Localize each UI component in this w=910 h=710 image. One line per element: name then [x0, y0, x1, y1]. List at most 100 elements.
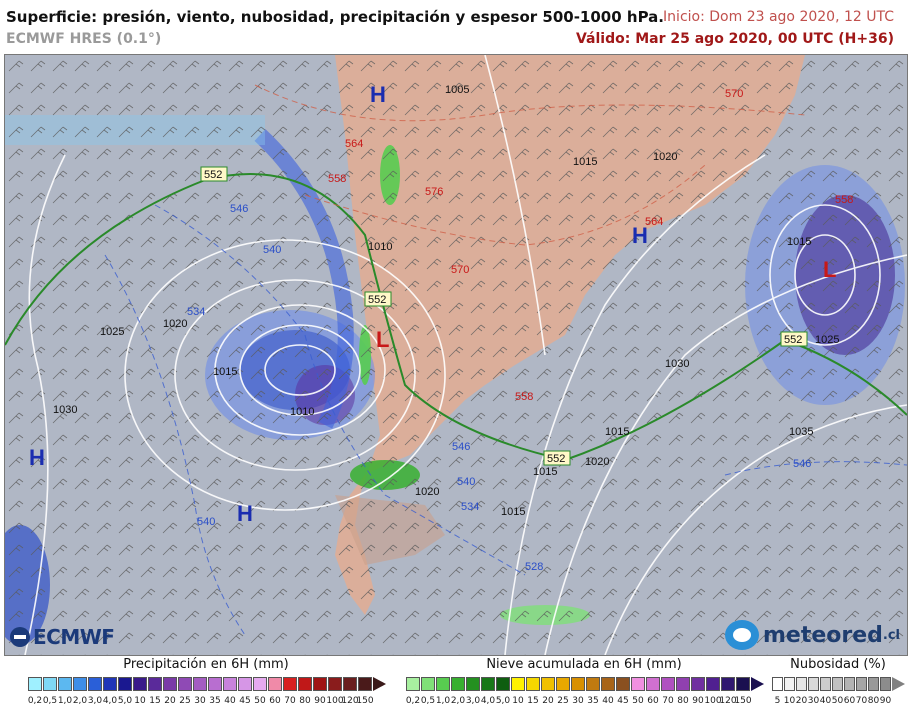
snow-swatch: [526, 677, 540, 691]
precip-scale-label: 35: [209, 696, 221, 706]
precip-swatch: [298, 677, 312, 691]
precip-scale-label: 3,0: [87, 696, 103, 706]
isobar-label: 1015: [501, 506, 525, 518]
cloud-scale-label: 90: [879, 696, 892, 706]
thickness-label: 534: [461, 501, 479, 513]
precip-swatch: [28, 677, 42, 691]
snow-scale-label: 40: [602, 696, 614, 706]
isobar-label: 1015: [213, 366, 237, 378]
precip-scale-label: 150: [356, 696, 374, 706]
precip-scale-label: 25: [179, 696, 191, 706]
cloud-swatch: [820, 677, 831, 691]
snow-swatch: [511, 677, 525, 691]
snow-swatch: [571, 677, 585, 691]
cloud-scale-label: 20: [795, 696, 808, 706]
cloud-scale-label: 5: [774, 696, 781, 706]
snow-swatch: [691, 677, 705, 691]
snow-scale-label: 150: [734, 696, 752, 706]
precip-swatch: [223, 677, 237, 691]
isobar-label: 1020: [585, 456, 609, 468]
thickness-label: 546: [452, 441, 470, 453]
precip-scale-label: 2,0: [72, 696, 88, 706]
precip-scale-label: 70: [284, 696, 296, 706]
precip-swatch: [268, 677, 282, 691]
snow-swatch: [496, 677, 510, 691]
thickness-label: 540: [197, 516, 215, 528]
cloud-scale-label: 60: [843, 696, 856, 706]
high-center-label: H: [632, 223, 648, 248]
precip-scale-label: 20: [164, 696, 176, 706]
thickness-label: 540: [263, 244, 281, 256]
precip-swatch: [238, 677, 252, 691]
isobar-label: 1030: [53, 404, 77, 416]
isobar-label: 1025: [815, 334, 839, 346]
snow-swatch: [541, 677, 555, 691]
precip-scale-label: 30: [194, 696, 206, 706]
precip-swatch: [148, 677, 162, 691]
thickness-label: 558: [515, 391, 533, 403]
cloud-swatch: [832, 677, 843, 691]
precip-scale-label: 100: [326, 696, 344, 706]
cloud-swatch: [796, 677, 807, 691]
thickness-label: 558: [835, 194, 853, 206]
cloud-scale-label: 10: [783, 696, 796, 706]
cloud-swatch: [772, 677, 783, 691]
isobar-label: 1020: [163, 318, 187, 330]
snow-legend-title: Nieve acumulada en 6H (mm): [486, 657, 682, 672]
precip-scale-label: 0,5: [42, 696, 58, 706]
snow-scale-label: 5,0: [495, 696, 511, 706]
precip-color-scale: [28, 677, 386, 691]
map-title: Superficie: presión, viento, nubosidad, …: [6, 8, 664, 26]
isobar-label: 1005: [445, 84, 469, 96]
snow-swatch: [556, 677, 570, 691]
snow-scale-label: 50: [632, 696, 644, 706]
snow-swatch: [616, 677, 630, 691]
high-center-label: H: [237, 501, 253, 526]
thickness-label: 576: [425, 186, 443, 198]
cloud-legend-title: Nubosidad (%): [790, 657, 886, 672]
cloud-color-scale: [772, 677, 905, 691]
cloud-swatch: [868, 677, 879, 691]
precip-scale-label: 120: [341, 696, 359, 706]
isobar-label: 1015: [533, 466, 557, 478]
isobar-label: 1015: [605, 426, 629, 438]
thickness-label: 540: [457, 476, 475, 488]
precip-swatch: [358, 677, 372, 691]
snow-scale-label: 10: [512, 696, 524, 706]
meteored-cloud-icon: [724, 620, 759, 650]
wind-barbs: [5, 55, 907, 655]
thickness-552-label: 552: [368, 294, 386, 306]
snow-swatch: [661, 677, 675, 691]
snow-scale-label: 60: [647, 696, 659, 706]
snow-scale-label: 35: [587, 696, 599, 706]
snow-swatch: [631, 677, 645, 691]
snow-scale-label: 45: [617, 696, 629, 706]
low-center-label: L: [376, 327, 389, 352]
precip-scale-label: 90: [314, 696, 326, 706]
precip-scale-labels: 0,2 0,5 1,0 2,0 3,0 4,0 5,0 10 15 20 25 30 35 40 45 50 6…: [28, 696, 384, 708]
thickness-label: 546: [230, 203, 248, 215]
cloud-scale-label: 50: [831, 696, 844, 706]
cloud-swatch: [784, 677, 795, 691]
snow-scale-label: 3,0: [465, 696, 481, 706]
snow-swatch: [421, 677, 435, 691]
snow-swatch: [451, 677, 465, 691]
isobar-label: 1015: [787, 236, 811, 248]
precip-swatch: [253, 677, 267, 691]
high-center-label: H: [29, 445, 45, 470]
thickness-552-line: [5, 173, 907, 462]
snow-swatch: [601, 677, 615, 691]
precip-swatch: [118, 677, 132, 691]
precip-swatch: [73, 677, 87, 691]
low-center-label: L: [823, 257, 836, 282]
isobar-label: 1035: [789, 426, 813, 438]
snow-swatch: [436, 677, 450, 691]
precip-scale-label: 60: [269, 696, 281, 706]
snow-scale-label: 30: [572, 696, 584, 706]
cloud-scale-arrow-icon: [892, 677, 905, 691]
precip-scale-label: 50: [254, 696, 266, 706]
isobar-label: 1030: [665, 358, 689, 370]
precip-scale-arrow-icon: [373, 677, 386, 691]
thickness-label: 528: [525, 561, 543, 573]
snow-scale-label: 20: [542, 696, 554, 706]
